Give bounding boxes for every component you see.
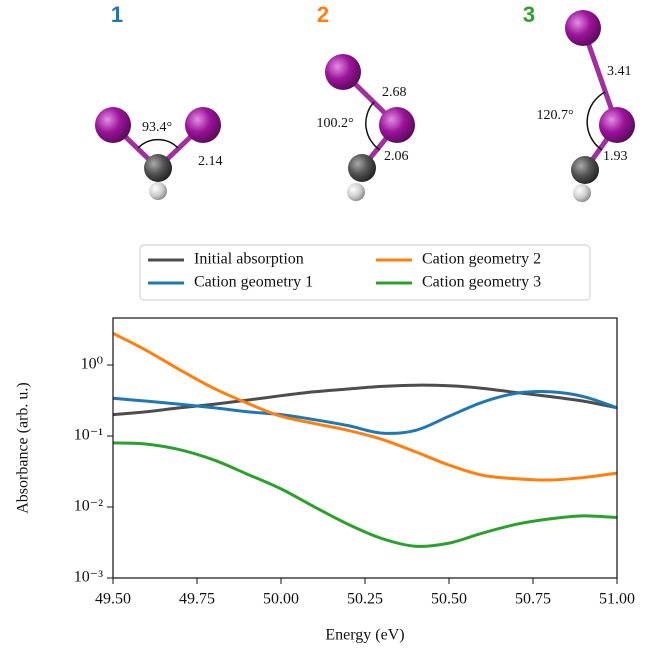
- angle-label: 100.2°: [316, 116, 353, 131]
- x-tick-label: 49.75: [179, 591, 215, 608]
- y-tick-label: 10⁻¹: [74, 427, 103, 444]
- x-tick-label: 50.50: [431, 591, 467, 608]
- angle-label: 120.7°: [536, 108, 573, 123]
- structure-label: 1: [111, 2, 123, 27]
- legend-label: Cation geometry 3: [422, 274, 541, 291]
- y-axis-label: Absorbance (arb. u.): [15, 382, 32, 514]
- figure: 1 93.4° 2.14 2 2.68 100.2° 2.06 3 3.41 1…: [0, 0, 667, 649]
- legend-label: Initial absorption: [194, 251, 304, 268]
- x-tick-label: 49.50: [95, 591, 131, 608]
- bond-label: 2.14: [198, 154, 223, 169]
- x-tick-label: 51.00: [599, 591, 635, 608]
- x-tick-label: 50.25: [347, 591, 383, 608]
- y-tick-label: 10⁰: [81, 356, 103, 373]
- angle-label: 93.4°: [142, 120, 172, 135]
- structure-label: 2: [317, 2, 329, 27]
- page: 1 93.4° 2.14 2 2.68 100.2° 2.06 3 3.41 1…: [0, 0, 667, 649]
- x-tick-label: 50.75: [515, 591, 551, 608]
- plot-frame: [113, 318, 617, 578]
- bond-label: 1.93: [603, 149, 628, 164]
- x-axis-label: Energy (eV): [325, 627, 404, 644]
- bond-label: 3.41: [607, 64, 632, 79]
- x-tick-label: 50.00: [263, 591, 299, 608]
- series-line: [113, 385, 617, 414]
- bond-label: 2.06: [384, 149, 409, 164]
- y-tick-label: 10⁻³: [74, 569, 103, 586]
- legend-label: Cation geometry 1: [194, 274, 313, 291]
- bond-label: 2.68: [382, 85, 407, 100]
- series-line: [113, 443, 617, 547]
- molecule: [565, 10, 635, 202]
- series-line: [113, 392, 617, 434]
- structure-label: 3: [523, 2, 535, 27]
- legend-label: Cation geometry 2: [422, 251, 541, 268]
- y-tick-label: 10⁻²: [74, 498, 103, 515]
